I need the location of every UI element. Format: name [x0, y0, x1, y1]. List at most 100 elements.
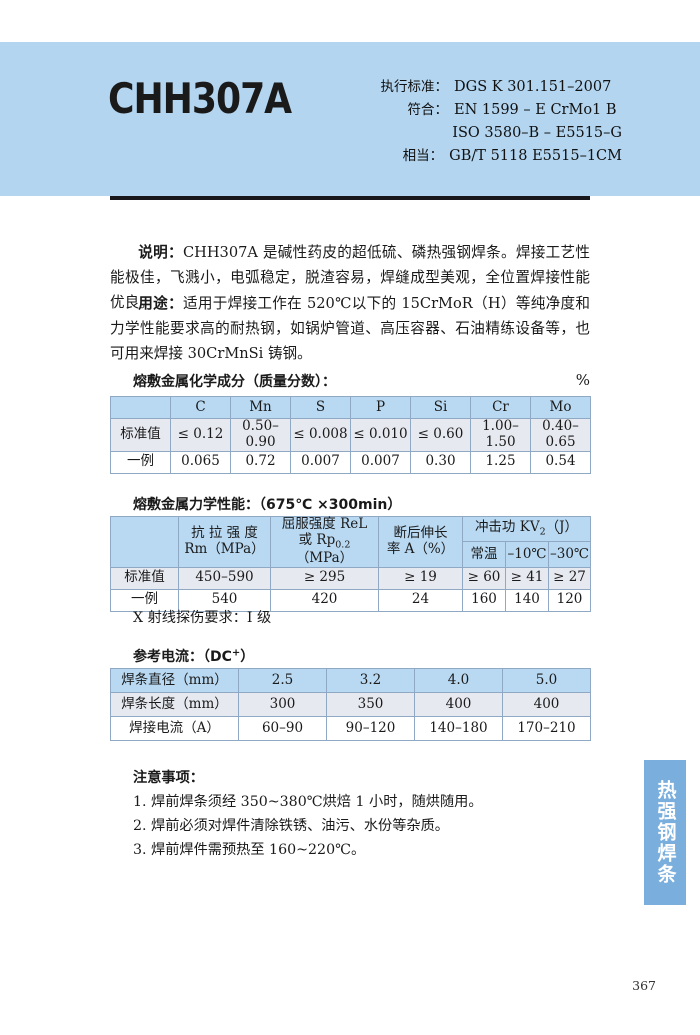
column-header: P — [350, 396, 411, 419]
row-label: 标准值 — [110, 418, 171, 452]
row-label-length: 焊条长度（mm） — [110, 692, 239, 717]
standards-block: 执行标准： DGS K 301.151–2007 符合： EN 1599 – E… — [372, 76, 623, 168]
notes-block: 注意事项： 1. 焊前焊条须经 350~380℃烘焙 1 小时，随烘随用。 2.… — [133, 766, 593, 862]
table-cell: ≥ 41 — [505, 566, 549, 590]
standard-label: 相当： — [402, 148, 444, 164]
table-cell: 300 — [238, 692, 327, 717]
standard-value: DGS K 301.151–2007 — [454, 79, 612, 95]
column-header: S — [290, 396, 351, 419]
table-cell: 450–590 — [178, 566, 271, 590]
product-code: CHH307A — [108, 74, 292, 123]
table-cell: 400 — [414, 692, 503, 717]
standard-row: 符合： EN 1599 – E CrMo1 B — [372, 99, 622, 122]
table-cell: ≥ 60 — [462, 566, 506, 590]
standard-label: 执行标准： — [380, 79, 449, 95]
impact-subcolumn-header: 常温 — [462, 541, 506, 568]
table-header-row: C Mn S P Si Cr Mo — [110, 396, 591, 419]
table-header-row: 焊条直径（mm） 2.5 3.2 4.0 5.0 — [110, 668, 591, 693]
column-header: Cr — [470, 396, 531, 419]
chem-caption-wrap: 熔敷金属化学成分（质量分数）： % — [133, 371, 590, 391]
usage-label: 用途： — [138, 295, 183, 312]
table-cell: 0.72 — [230, 450, 291, 474]
table-cell: 140 — [505, 588, 549, 612]
table-row: 标准值 ≤ 0.12 0.50–0.90 ≤ 0.008 ≤ 0.010 ≤ 0… — [110, 418, 591, 452]
table-subheader-row: 常温 –10℃ –30℃ — [111, 541, 591, 568]
chemical-composition-table: C Mn S P Si Cr Mo 标准值 ≤ 0.12 0.50–0.90 ≤… — [110, 396, 591, 474]
column-header-impact: 冲击功 KV2（J） — [462, 515, 591, 543]
header-divider-rule — [110, 196, 590, 200]
table-cell: 3.2 — [326, 668, 415, 693]
row-label-diameter: 焊条直径（mm） — [110, 668, 239, 693]
table-cell: ≤ 0.010 — [350, 418, 411, 452]
column-header: Mo — [530, 396, 591, 419]
yield-line-2: 或 Rp0.2（MPa） — [271, 532, 378, 567]
usage-paragraph: 用途：适用于焊接工作在 520℃以下的 15CrMoR（H）等纯净度和力学性能要… — [110, 291, 590, 366]
note-item: 1. 焊前焊条须经 350~380℃烘焙 1 小时，随烘随用。 — [133, 794, 483, 810]
table-cell: 0.50–0.90 — [230, 418, 291, 452]
standard-row: ISO 3580–B – E5515–G — [372, 122, 622, 145]
table-cell: 0.007 — [350, 450, 411, 474]
table-cell: ≤ 0.008 — [290, 418, 351, 452]
table-row: 焊条长度（mm） 300 350 400 400 — [110, 692, 591, 717]
row-label: 一例 — [110, 588, 179, 612]
table-cell: 0.065 — [170, 450, 231, 474]
row-label: 标准值 — [110, 566, 179, 590]
table-cell: 60–90 — [238, 716, 327, 741]
description-text: CHH307A 是碱性药皮的超低硫、磷热强钢焊条。焊接工艺性能极佳，飞溅小，电弧… — [110, 244, 590, 311]
table-cell: ≥ 27 — [548, 566, 591, 590]
chem-caption: 熔敷金属化学成分（质量分数）： — [133, 374, 336, 390]
header-band — [0, 42, 700, 196]
current-caption-superscript: + — [231, 647, 241, 659]
yield-line-1: 屈服强度 ReL — [281, 516, 368, 532]
row-label: 一例 — [110, 450, 171, 474]
table-cell: 140–180 — [414, 716, 503, 741]
table-cell: 90–120 — [326, 716, 415, 741]
table-row: 标准值 450–590 ≥ 295 ≥ 19 ≥ 60 ≥ 41 ≥ 27 — [110, 566, 591, 590]
table-cell: 0.54 — [530, 450, 591, 474]
mech-caption: 熔敷金属力学性能：（675℃ ×300min） — [133, 497, 402, 513]
standard-value: EN 1599 – E CrMo1 B — [454, 102, 617, 118]
current-caption: 参考电流：（DC+） — [133, 646, 254, 666]
column-header: Mn — [230, 396, 291, 419]
table-cell: 400 — [502, 692, 591, 717]
table-cell: 0.40–0.65 — [530, 418, 591, 452]
standard-row: 相当： GB/T 5118 E5515–1CM — [372, 145, 622, 168]
table-cell: 0.007 — [290, 450, 351, 474]
impact-suffix: （J） — [545, 519, 579, 536]
table-cell: 350 — [326, 692, 415, 717]
table-cell: 0.30 — [410, 450, 471, 474]
table-row: 一例 540 420 24 160 140 120 — [110, 588, 591, 612]
notes-title: 注意事项： — [133, 770, 204, 786]
table-cell: 420 — [270, 588, 379, 612]
table-cell: ≥ 295 — [270, 566, 379, 590]
xray-requirement-note: X 射线探伤要求：I 级 — [133, 610, 272, 626]
page-number: 367 — [632, 978, 656, 993]
column-header-elongation: 断后伸长 率 A（%） — [378, 516, 463, 568]
table-cell: ≤ 0.60 — [410, 418, 471, 452]
impact-subcolumn-header: –10℃ — [505, 541, 549, 568]
note-item: 2. 焊前必须对焊件清除铁锈、油污、水份等杂质。 — [133, 818, 449, 834]
elongation-line-1: 断后伸长 — [393, 524, 448, 541]
table-cell: 540 — [178, 588, 271, 612]
table-cell: 1.00–1.50 — [470, 418, 531, 452]
reference-current-table: 焊条直径（mm） 2.5 3.2 4.0 5.0 焊条长度（mm） 300 35… — [110, 668, 591, 741]
column-header: Si — [410, 396, 471, 419]
table-row: 一例 0.065 0.72 0.007 0.007 0.30 1.25 0.54 — [110, 450, 591, 474]
table-cell: 1.25 — [470, 450, 531, 474]
table-cell: 4.0 — [414, 668, 503, 693]
table-cell: 160 — [462, 588, 506, 612]
elongation-line-2: 率 A（%） — [386, 540, 455, 557]
impact-subscript: 2 — [539, 526, 546, 538]
description-paragraph: 说明：CHH307A 是碱性药皮的超低硫、磷热强钢焊条。焊接工艺性能极佳，飞溅小… — [110, 240, 590, 315]
table-cell: 5.0 — [502, 668, 591, 693]
column-header-tensile: 抗 拉 强 度 Rm（MPa） — [178, 516, 271, 568]
standard-value: GB/T 5118 E5515–1CM — [449, 148, 622, 164]
table-cell: 120 — [548, 588, 591, 612]
usage-text: 适用于焊接工作在 520℃以下的 15CrMoR（H）等纯净度和力学性能要求高的… — [110, 295, 590, 362]
current-caption-prefix: 参考电流：（DC — [133, 649, 232, 665]
standard-label: 符合： — [407, 102, 449, 118]
mechanical-properties-table: 抗 拉 强 度 Rm（MPa） 屈服强度 ReL 或 Rp0.2（MPa） 断后… — [110, 515, 591, 612]
row-label-current: 焊接电流（A） — [110, 716, 239, 741]
current-caption-suffix: ） — [240, 649, 255, 665]
note-item: 3. 焊前焊件需预热至 160~220℃。 — [133, 842, 366, 858]
